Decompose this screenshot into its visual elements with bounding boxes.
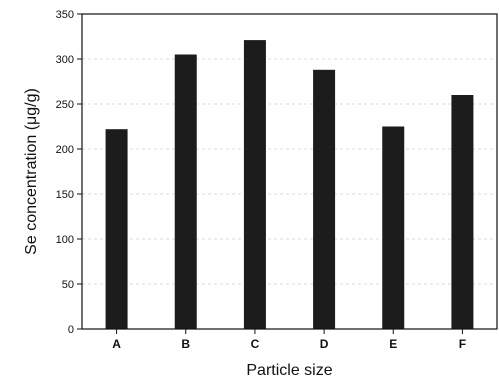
y-tick-label: 0 (68, 324, 74, 336)
x-tick-label: E (389, 337, 397, 351)
bars (105, 40, 474, 330)
bar-c (243, 40, 266, 329)
x-tick-label: F (459, 337, 466, 351)
x-tick-label: B (181, 337, 190, 351)
y-tick-label: 250 (56, 99, 74, 111)
x-tick-label: D (320, 337, 329, 351)
bar-e (382, 126, 405, 329)
x-tick-label: A (112, 337, 121, 351)
bar-b (174, 54, 197, 329)
x-axis-title: Particle size (246, 362, 332, 379)
y-tick-label: 350 (56, 9, 74, 21)
bar-a (105, 129, 128, 329)
x-axis-ticks: A B C D E F (112, 329, 466, 351)
y-tick-label: 100 (56, 234, 74, 246)
y-tick-label: 50 (62, 279, 74, 291)
bar-d (313, 69, 336, 330)
bar-f (451, 95, 474, 329)
y-tick-label: 300 (56, 54, 74, 66)
grid-lines (82, 58, 497, 285)
x-tick-label: C (251, 337, 260, 351)
plot-frame (81, 13, 498, 330)
y-tick-label: 150 (56, 189, 74, 201)
y-axis-title: Se concentration (μg/g) (23, 88, 40, 255)
y-axis-ticks: 0 50 100 150 200 250 300 350 (56, 9, 82, 336)
y-tick-label: 200 (56, 144, 74, 156)
